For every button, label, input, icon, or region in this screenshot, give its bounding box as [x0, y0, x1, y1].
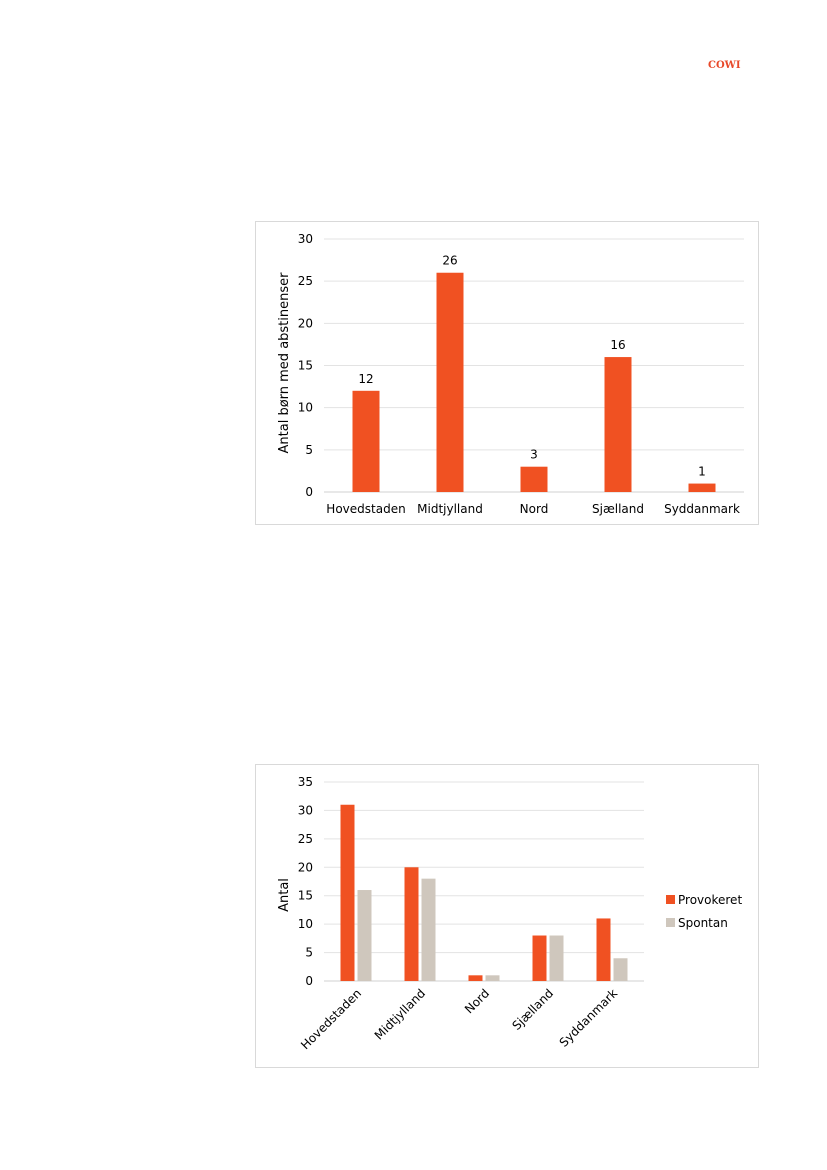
y-axis-label: Antal: [277, 878, 292, 912]
bar-spontan: [485, 975, 500, 981]
bar-provokeret: [596, 918, 611, 981]
x-tick-label: Midtjylland: [417, 502, 483, 516]
y-tick-label: 30: [298, 803, 313, 817]
x-tick-label: Hovedstaden: [326, 502, 405, 516]
x-tick-label: Sjælland: [592, 502, 644, 516]
bar-provokeret: [468, 975, 483, 981]
x-tick-label: Nord: [520, 502, 549, 516]
y-tick-label: 15: [298, 359, 313, 373]
cowi-logo: COWI: [708, 60, 741, 71]
bar: [604, 357, 632, 492]
bar-provokeret: [532, 935, 547, 981]
y-axis-label: Antal børn med abstinenser: [277, 272, 292, 454]
y-tick-label: 25: [298, 274, 313, 288]
bar: [520, 466, 548, 492]
y-tick-label: 5: [305, 946, 313, 960]
x-tick-label: Nord: [462, 986, 492, 1016]
y-tick-label: 20: [298, 860, 313, 874]
legend-entry: Spontan: [678, 916, 728, 930]
x-tick-label: Sjælland: [509, 986, 556, 1033]
bar-provokeret: [404, 867, 419, 981]
bar-provokeret: [340, 804, 355, 981]
y-tick-label: 15: [298, 889, 313, 903]
y-tick-label: 5: [305, 443, 313, 457]
y-tick-label: 25: [298, 832, 313, 846]
bar-spontan: [613, 958, 628, 981]
y-tick-label: 30: [298, 232, 313, 246]
bar-spontan: [549, 935, 564, 981]
data-label: 3: [530, 448, 538, 462]
chart-provokeret-spontan-by-region: Antal 0 5 10 15 20 25 30 35 Hovedstaden Midtjylla…: [255, 764, 759, 1068]
x-tick-label: Midtjylland: [372, 986, 428, 1042]
bar: [352, 390, 380, 492]
y-tick-label: 20: [298, 316, 313, 330]
legend-swatch: [666, 895, 675, 904]
x-tick-label: Syddanmark: [664, 502, 740, 516]
data-label: 16: [610, 338, 625, 352]
data-label: 12: [358, 372, 373, 386]
legend-swatch: [666, 918, 675, 927]
data-label: 1: [698, 465, 706, 479]
data-label: 26: [442, 254, 457, 268]
bar: [688, 483, 716, 492]
y-tick-label: 10: [298, 917, 313, 931]
x-tick-label: Hovedstaden: [298, 986, 364, 1052]
chart-provokeret-spontan-svg: Antal 0 5 10 15 20 25 30 35 Hovedstaden Midtjylla…: [277, 775, 742, 1052]
x-tick-label: Syddanmark: [557, 986, 621, 1050]
legend-entry: Provokeret: [678, 893, 742, 907]
y-tick-label: 35: [298, 775, 313, 789]
bar: [436, 272, 464, 492]
bar-spontan: [421, 878, 436, 981]
chart-abstinenser-by-region: Antal børn med abstinenser 0 5 10 15 20 25 30 1…: [255, 221, 759, 525]
y-tick-label: 0: [305, 485, 313, 499]
y-tick-label: 10: [298, 401, 313, 415]
chart-abstinenser-svg: Antal børn med abstinenser 0 5 10 15 20 25 30 1…: [277, 232, 744, 516]
bar-spontan: [357, 890, 372, 981]
y-tick-label: 0: [305, 974, 313, 988]
